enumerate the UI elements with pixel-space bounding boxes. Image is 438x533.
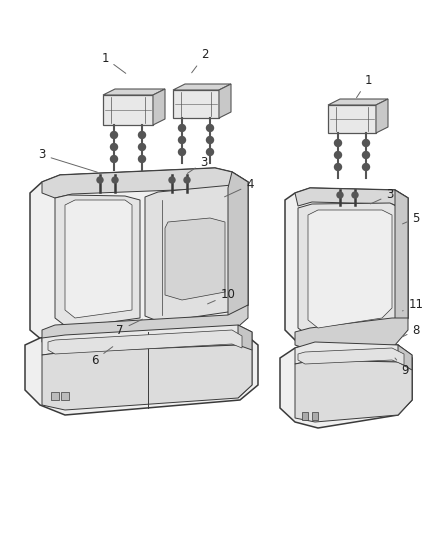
- Circle shape: [110, 143, 117, 150]
- Polygon shape: [51, 392, 59, 400]
- Text: 4: 4: [225, 179, 254, 197]
- Polygon shape: [48, 330, 242, 354]
- Text: 3: 3: [371, 189, 394, 204]
- Polygon shape: [376, 99, 388, 133]
- Polygon shape: [165, 218, 225, 300]
- Circle shape: [179, 149, 186, 156]
- Circle shape: [206, 136, 213, 143]
- Polygon shape: [328, 99, 388, 105]
- Polygon shape: [65, 200, 132, 318]
- Polygon shape: [308, 210, 392, 328]
- Text: 8: 8: [403, 324, 420, 337]
- Polygon shape: [30, 168, 248, 348]
- Polygon shape: [25, 330, 258, 415]
- Polygon shape: [173, 90, 219, 118]
- Circle shape: [335, 151, 342, 158]
- Text: 5: 5: [403, 212, 420, 224]
- Text: 3: 3: [38, 149, 97, 172]
- Circle shape: [363, 164, 370, 171]
- Circle shape: [206, 125, 213, 132]
- Text: 2: 2: [192, 49, 209, 73]
- Polygon shape: [298, 203, 400, 338]
- Circle shape: [206, 149, 213, 156]
- Polygon shape: [280, 342, 412, 428]
- Circle shape: [179, 125, 186, 132]
- Polygon shape: [173, 84, 231, 90]
- Circle shape: [138, 156, 145, 163]
- Polygon shape: [42, 325, 252, 355]
- Polygon shape: [55, 195, 140, 328]
- Circle shape: [363, 151, 370, 158]
- Polygon shape: [298, 348, 404, 365]
- Circle shape: [337, 192, 343, 198]
- Polygon shape: [238, 325, 252, 398]
- Circle shape: [110, 156, 117, 163]
- Circle shape: [335, 140, 342, 147]
- Text: 11: 11: [403, 298, 424, 311]
- Polygon shape: [219, 84, 231, 118]
- Polygon shape: [42, 168, 248, 198]
- Polygon shape: [328, 105, 376, 133]
- Polygon shape: [42, 305, 248, 345]
- Circle shape: [138, 132, 145, 139]
- Circle shape: [352, 192, 358, 198]
- Text: 1: 1: [101, 52, 126, 74]
- Circle shape: [169, 177, 175, 183]
- Circle shape: [179, 136, 186, 143]
- Text: 1: 1: [357, 74, 372, 98]
- Polygon shape: [145, 185, 242, 322]
- Polygon shape: [103, 95, 153, 125]
- Polygon shape: [295, 318, 408, 350]
- Circle shape: [138, 143, 145, 150]
- Polygon shape: [312, 412, 318, 420]
- Circle shape: [335, 164, 342, 171]
- Polygon shape: [42, 345, 252, 410]
- Circle shape: [184, 177, 190, 183]
- Polygon shape: [285, 188, 408, 350]
- Polygon shape: [153, 89, 165, 125]
- Polygon shape: [295, 188, 408, 208]
- Polygon shape: [103, 89, 165, 95]
- Polygon shape: [395, 190, 408, 332]
- Text: 10: 10: [208, 288, 236, 304]
- Circle shape: [110, 132, 117, 139]
- Circle shape: [97, 177, 103, 183]
- Polygon shape: [61, 392, 69, 400]
- Polygon shape: [228, 172, 248, 322]
- Text: 6: 6: [91, 346, 113, 367]
- Circle shape: [363, 140, 370, 147]
- Polygon shape: [295, 360, 412, 422]
- Text: 7: 7: [116, 319, 142, 336]
- Polygon shape: [398, 345, 412, 415]
- Circle shape: [112, 177, 118, 183]
- Text: 3: 3: [187, 156, 208, 173]
- Text: 9: 9: [395, 358, 409, 376]
- Polygon shape: [295, 342, 412, 370]
- Polygon shape: [302, 412, 308, 420]
